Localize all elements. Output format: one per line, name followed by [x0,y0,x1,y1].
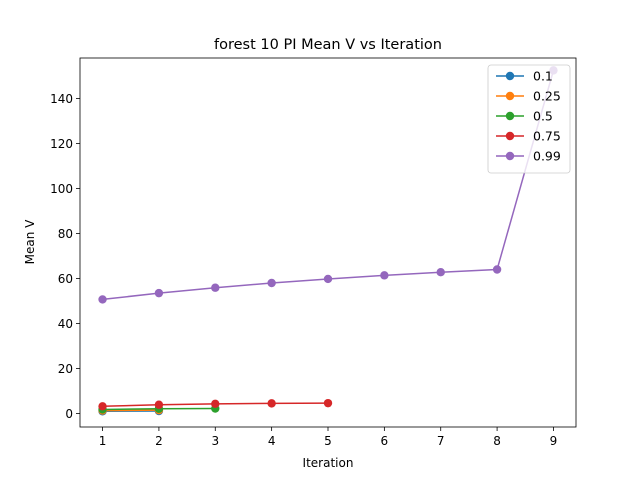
y-tick-label: 80 [58,227,73,241]
y-axis-label: Mean V [23,219,37,265]
x-axis-ticks: 1 2 3 4 5 6 7 8 9 [99,427,558,448]
legend-label-0.99: 0.99 [533,149,561,164]
data-point-0.99 [98,295,107,304]
x-tick-label: 7 [437,434,445,448]
legend-marker-0.75 [505,131,515,141]
legend-label-0.75: 0.75 [533,129,561,144]
y-tick-label: 120 [50,137,73,151]
legend-marker-0.5 [505,111,515,121]
x-tick-label: 8 [493,434,501,448]
data-point-0.99 [211,283,220,292]
y-tick-label: 100 [50,182,73,196]
legend-marker-0.1 [505,71,515,81]
data-point-0.75 [323,398,333,408]
y-tick-label: 0 [65,407,73,421]
legend-label-0.1: 0.1 [533,69,553,84]
data-point-0.99 [436,268,445,277]
legend: 0.1 0.25 0.5 0.75 0.99 [487,64,571,174]
x-tick-label: 9 [550,434,558,448]
x-tick-label: 1 [99,434,107,448]
data-point-0.99 [154,288,164,298]
x-tick-label: 5 [324,434,332,448]
y-tick-label: 20 [58,362,73,376]
legend-marker-0.25 [505,91,515,101]
data-point-0.75 [154,400,164,409]
legend-box [487,64,571,174]
y-axis-ticks: 0 20 40 60 80 100 120 140 [50,92,80,421]
legend-marker-0.99 [505,151,515,161]
legend-label-0.5: 0.5 [533,109,553,124]
data-point-0.99 [380,271,389,280]
data-point-0.75 [98,402,107,411]
data-point-0.75 [267,399,276,408]
y-tick-label: 40 [58,317,73,331]
x-tick-label: 6 [381,434,389,448]
data-point-0.99 [492,265,502,274]
y-tick-label: 140 [50,92,73,106]
data-point-0.75 [211,399,220,409]
chart-title: forest 10 PI Mean V vs Iteration [214,37,442,53]
x-tick-label: 3 [211,434,219,448]
x-tick-label: 4 [268,434,276,448]
data-point-0.99 [267,278,276,288]
y-tick-label: 60 [58,272,73,286]
legend-label-0.25: 0.25 [533,89,561,104]
x-axis-label: Iteration [303,456,354,470]
plot-markers [98,66,558,416]
data-point-0.99 [323,274,333,284]
x-tick-label: 2 [155,434,163,448]
